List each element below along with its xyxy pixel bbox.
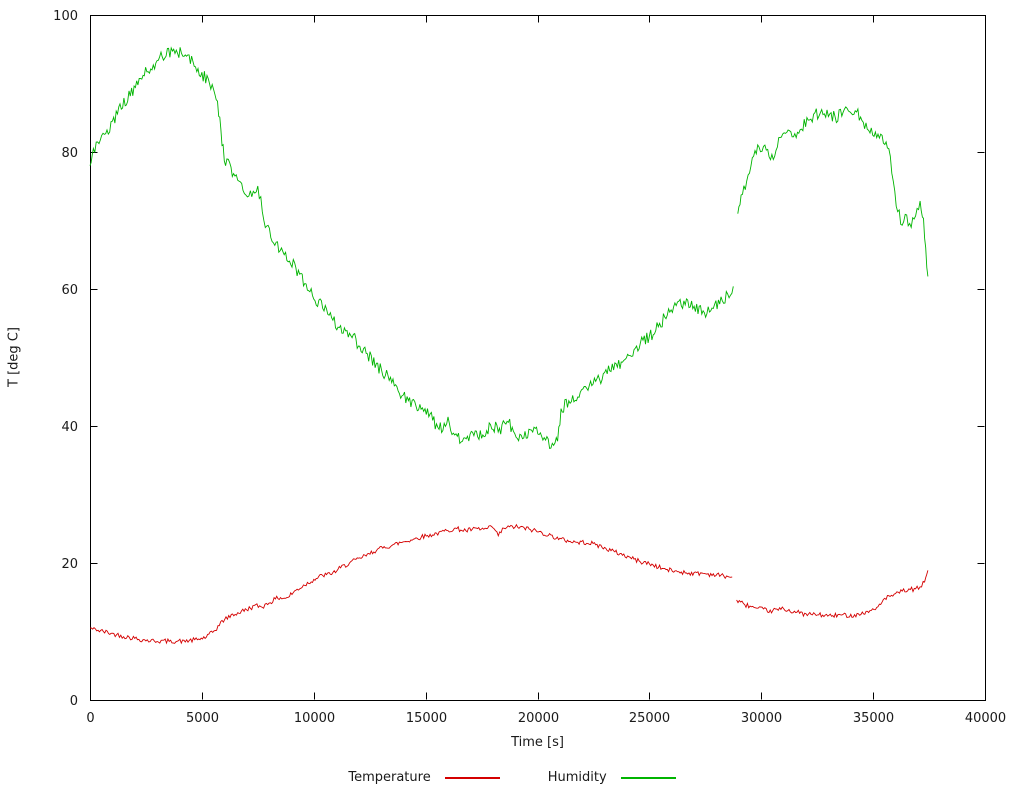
legend-line-temperature bbox=[444, 776, 500, 779]
legend-line-humidity bbox=[620, 776, 676, 779]
legend-entry-temperature: Temperature bbox=[348, 770, 500, 785]
y-tick-label: 100 bbox=[53, 9, 78, 24]
x-tick-label: 5000 bbox=[186, 711, 219, 726]
y-tick-label: 40 bbox=[61, 420, 78, 435]
x-tick-label: 30000 bbox=[741, 711, 782, 726]
y-tick-label: 60 bbox=[61, 283, 78, 298]
legend-label-humidity: Humidity bbox=[547, 770, 607, 785]
x-tick-label: 40000 bbox=[965, 711, 1006, 726]
y-tick-label: 80 bbox=[61, 146, 78, 161]
x-tick-label: 20000 bbox=[518, 711, 559, 726]
legend: Temperature Humidity bbox=[0, 770, 1024, 785]
y-tick-label: 0 bbox=[70, 694, 78, 709]
y-tick-label: 20 bbox=[61, 557, 78, 572]
plot-border bbox=[90, 15, 986, 701]
x-tick-label: 25000 bbox=[629, 711, 670, 726]
humidity-series bbox=[89, 46, 929, 449]
x-tick-label: 10000 bbox=[294, 711, 335, 726]
x-tick-label: 35000 bbox=[853, 711, 894, 726]
x-tick-label: 0 bbox=[86, 711, 94, 726]
y-axis-label: T [deg C] bbox=[6, 327, 22, 387]
legend-label-temperature: Temperature bbox=[348, 770, 431, 785]
x-axis-label: Time [s] bbox=[511, 735, 564, 750]
temperature-series bbox=[89, 523, 929, 645]
x-tick-label: 15000 bbox=[406, 711, 447, 726]
legend-entry-humidity: Humidity bbox=[548, 770, 676, 785]
